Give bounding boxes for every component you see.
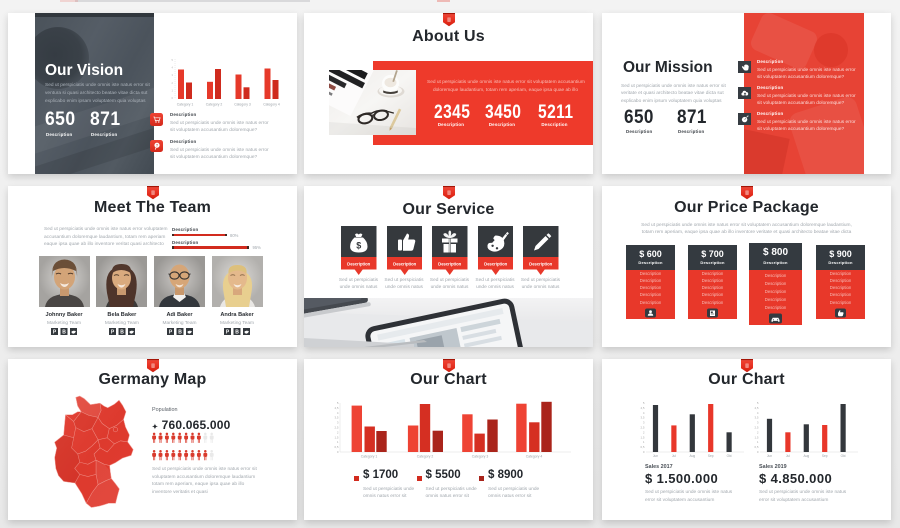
svg-text:P: P: [226, 329, 230, 335]
svg-text:B: B: [235, 329, 239, 335]
svg-text:2: 2: [172, 81, 174, 85]
svg-text:3: 3: [337, 421, 339, 425]
svg-text:4: 4: [643, 411, 645, 415]
svg-text:Sep: Sep: [708, 454, 714, 458]
svg-text:1: 1: [172, 88, 174, 92]
svg-text:4,5: 4,5: [640, 406, 644, 410]
svg-text:Category 3: Category 3: [234, 103, 251, 107]
svg-text:0,5: 0,5: [754, 445, 758, 449]
svg-text:B: B: [178, 329, 182, 335]
svg-text:2: 2: [337, 430, 339, 434]
svg-text:1: 1: [757, 440, 759, 444]
svg-text:4,5: 4,5: [754, 406, 758, 410]
svg-text:Description: Description: [347, 262, 370, 267]
svg-text:3,5: 3,5: [640, 416, 644, 420]
svg-text:0: 0: [643, 450, 645, 454]
svg-text:0: 0: [172, 96, 174, 100]
svg-text:P: P: [53, 329, 57, 335]
svg-text:3: 3: [643, 421, 645, 425]
svg-text:4,5: 4,5: [334, 406, 338, 410]
svg-text:5: 5: [172, 59, 174, 62]
svg-text:3,5: 3,5: [334, 416, 338, 420]
svg-text:Jun: Jun: [767, 454, 772, 458]
svg-text:5: 5: [757, 401, 759, 405]
svg-text:Description: Description: [529, 262, 552, 267]
svg-text:Jul: Jul: [786, 454, 790, 458]
svg-text:Category 2: Category 2: [206, 103, 223, 107]
svg-text:2,5: 2,5: [754, 426, 758, 430]
svg-text:Okt: Okt: [841, 454, 846, 458]
svg-text:1,5: 1,5: [640, 435, 644, 439]
svg-text:4: 4: [337, 411, 339, 415]
svg-text:P: P: [111, 329, 115, 335]
svg-text:Category 2: Category 2: [417, 455, 434, 459]
svg-text:B: B: [120, 329, 124, 335]
svg-text:Description: Description: [393, 262, 416, 267]
svg-text:5: 5: [643, 401, 645, 405]
svg-text:3: 3: [172, 73, 174, 77]
svg-text:Jun: Jun: [653, 454, 658, 458]
svg-text:P: P: [168, 329, 172, 335]
svg-text:3,5: 3,5: [754, 416, 758, 420]
svg-text:1: 1: [337, 440, 339, 444]
svg-text:Category 4: Category 4: [263, 103, 280, 107]
svg-text:3: 3: [757, 421, 759, 425]
svg-text:0: 0: [337, 450, 339, 454]
svg-text:Description: Description: [438, 262, 461, 267]
svg-text:Jul: Jul: [672, 454, 676, 458]
svg-text:2: 2: [757, 430, 759, 434]
svg-text:5: 5: [337, 401, 339, 405]
svg-text:B: B: [62, 329, 66, 335]
svg-text:Sep: Sep: [822, 454, 828, 458]
svg-text:0: 0: [757, 450, 759, 454]
svg-text:Aug: Aug: [803, 454, 809, 458]
svg-text:Okt: Okt: [727, 454, 732, 458]
svg-text:4: 4: [172, 66, 174, 70]
svg-text:2,5: 2,5: [640, 426, 644, 430]
svg-text:Category 1: Category 1: [177, 103, 194, 107]
svg-text:2,5: 2,5: [334, 426, 338, 430]
svg-text:Category 4: Category 4: [526, 455, 543, 459]
svg-text:Category 1: Category 1: [361, 455, 378, 459]
svg-text:1,5: 1,5: [754, 435, 758, 439]
svg-text:0,5: 0,5: [334, 445, 338, 449]
svg-text:4: 4: [757, 411, 759, 415]
svg-text:Aug: Aug: [689, 454, 695, 458]
svg-text:1,5: 1,5: [334, 435, 338, 439]
svg-text:$: $: [356, 241, 361, 251]
svg-text:Description: Description: [484, 262, 507, 267]
svg-text:0,5: 0,5: [640, 445, 644, 449]
svg-text:Category 3: Category 3: [472, 455, 489, 459]
svg-text:2: 2: [643, 430, 645, 434]
svg-text:1: 1: [643, 440, 645, 444]
svg-text:?: ?: [156, 143, 158, 147]
